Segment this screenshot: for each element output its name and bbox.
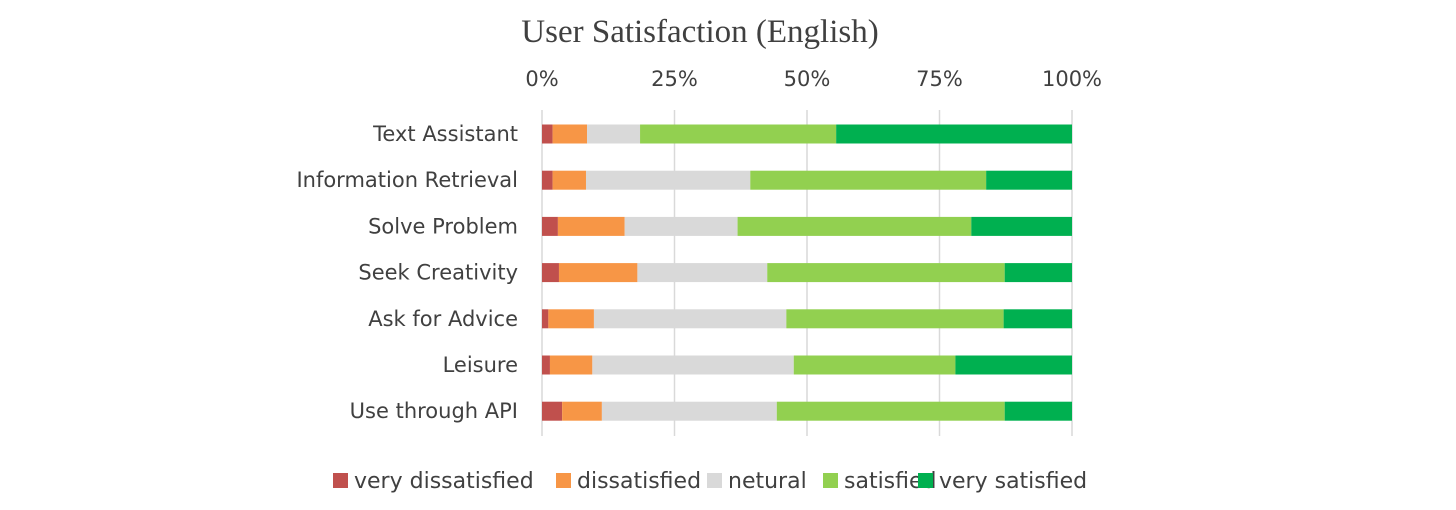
bar-segment — [552, 124, 588, 144]
x-tick-label: 25% — [651, 67, 698, 91]
bar-segment — [542, 355, 550, 375]
legend-label: very dissatisfied — [354, 469, 534, 494]
chart-title: User Satisfaction (English) — [521, 14, 878, 50]
bar-segment — [557, 216, 625, 236]
x-tick-label: 100% — [1042, 67, 1102, 91]
legend-swatch — [333, 473, 348, 488]
bar-segment — [542, 124, 553, 144]
legend-label: dissatisfied — [577, 469, 701, 494]
bar-segment — [585, 170, 751, 190]
x-axis-ticks: 0% 25% 50% 75% 100% — [525, 67, 1102, 91]
bar-segment — [624, 216, 738, 236]
bar-segment — [593, 309, 787, 329]
legend-swatch — [823, 473, 838, 488]
legend-swatch — [918, 473, 933, 488]
bar-segment — [986, 170, 1072, 190]
bar-segment — [601, 401, 777, 421]
category-label: Information Retrieval — [296, 168, 518, 192]
legend-swatch — [556, 473, 571, 488]
bar-segment — [558, 263, 638, 283]
x-tick-label: 50% — [784, 67, 831, 91]
bar-segment — [767, 263, 1005, 283]
bar-segment — [549, 355, 593, 375]
bar-segment — [971, 216, 1072, 236]
bar-segment — [542, 401, 563, 421]
x-tick-label: 75% — [916, 67, 963, 91]
bar-segment — [1003, 309, 1072, 329]
bar-segment — [542, 309, 549, 329]
bar-segment — [548, 309, 594, 329]
bar-segment — [562, 401, 602, 421]
bar-segment — [592, 355, 794, 375]
legend: very dissatisfied dissatisfied netural sati… — [333, 469, 1087, 494]
bar-segment — [640, 124, 837, 144]
category-label: Leisure — [443, 353, 518, 377]
category-label: Solve Problem — [368, 214, 518, 238]
bar-segment — [836, 124, 1072, 144]
bar-segment — [776, 401, 1005, 421]
bar-segment — [786, 309, 1004, 329]
bar-segment — [542, 263, 559, 283]
bar-segment — [542, 170, 553, 190]
legend-label: very satisfied — [939, 469, 1087, 494]
x-tick-label: 0% — [525, 67, 558, 91]
legend-label: netural — [728, 469, 807, 494]
bar-segment — [552, 170, 586, 190]
bar-segment — [737, 216, 972, 236]
bar-segment — [750, 170, 987, 190]
bar-segment — [587, 124, 641, 144]
bars — [542, 124, 1072, 421]
category-label: Seek Creativity — [358, 261, 518, 285]
bar-segment — [542, 216, 558, 236]
legend-swatch — [707, 473, 722, 488]
category-label: Ask for Advice — [368, 307, 518, 331]
bar-segment — [955, 355, 1072, 375]
category-label: Use through API — [350, 399, 518, 423]
category-labels: Text Assistant Information Retrieval Solve… — [296, 122, 518, 423]
bar-segment — [793, 355, 956, 375]
bar-segment — [637, 263, 768, 283]
bar-segment — [1004, 263, 1072, 283]
category-label: Text Assistant — [372, 122, 518, 146]
bar-segment — [1004, 401, 1072, 421]
